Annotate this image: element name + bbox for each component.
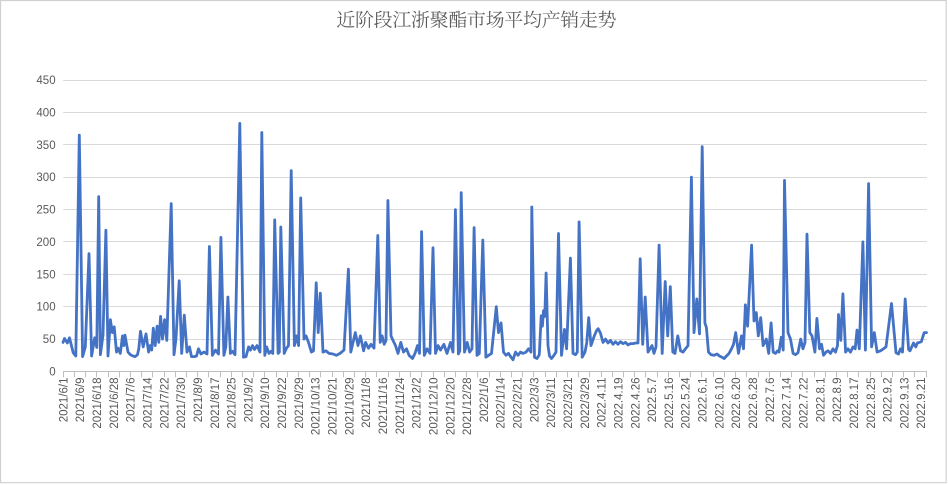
svg-text:2021/10/13: 2021/10/13 xyxy=(311,378,323,436)
svg-text:2022/2/21: 2022/2/21 xyxy=(513,378,525,429)
svg-text:2022/1/14: 2022/1/14 xyxy=(496,377,508,429)
svg-text:2021/11/8: 2021/11/8 xyxy=(361,378,373,428)
svg-text:2022.7.22: 2022.7.22 xyxy=(799,378,811,429)
svg-text:2021/6/28: 2021/6/28 xyxy=(109,378,121,429)
svg-text:2022.4.11: 2022.4.11 xyxy=(597,378,609,428)
svg-text:2022.7.6: 2022.7.6 xyxy=(765,378,777,423)
svg-text:2021/12/2: 2021/12/2 xyxy=(412,378,424,429)
svg-text:2022.9.21: 2022.9.21 xyxy=(916,378,928,429)
svg-text:2022.5.7: 2022.5.7 xyxy=(647,378,659,423)
svg-text:2021/11/16: 2021/11/16 xyxy=(378,378,390,435)
svg-text:2022.6.28: 2022.6.28 xyxy=(748,378,760,429)
svg-text:2021/9/22: 2021/9/22 xyxy=(277,378,289,429)
svg-text:2021/12/20: 2021/12/20 xyxy=(445,378,457,436)
svg-text:2022.7.14: 2022.7.14 xyxy=(782,377,794,429)
svg-text:2021/6/1: 2021/6/1 xyxy=(58,378,70,423)
svg-text:2022.8.1: 2022.8.1 xyxy=(815,378,827,423)
svg-text:2021/7/14: 2021/7/14 xyxy=(143,377,155,429)
svg-text:2022.6.20: 2022.6.20 xyxy=(731,378,743,429)
svg-text:2021/8/25: 2021/8/25 xyxy=(227,378,239,429)
svg-text:50: 50 xyxy=(43,334,56,346)
svg-text:2021/11/24: 2021/11/24 xyxy=(395,377,407,434)
svg-text:200: 200 xyxy=(36,237,55,249)
svg-text:2021/10/21: 2021/10/21 xyxy=(328,378,340,436)
svg-text:2022/3/3: 2022/3/3 xyxy=(529,378,541,423)
svg-text:100: 100 xyxy=(36,302,55,314)
svg-text:2021/9/10: 2021/9/10 xyxy=(260,378,272,429)
svg-text:2022.6.10: 2022.6.10 xyxy=(714,378,726,429)
svg-text:400: 400 xyxy=(36,107,55,119)
svg-text:2021/7/22: 2021/7/22 xyxy=(159,378,171,429)
svg-text:350: 350 xyxy=(36,140,55,152)
svg-text:2022.5.16: 2022.5.16 xyxy=(664,378,676,429)
svg-text:2022.4.26: 2022.4.26 xyxy=(630,378,642,429)
svg-text:150: 150 xyxy=(36,269,55,281)
svg-text:2022.9.2: 2022.9.2 xyxy=(883,378,895,423)
svg-text:2022.6.1: 2022.6.1 xyxy=(698,378,710,423)
svg-text:2021/6/18: 2021/6/18 xyxy=(92,378,104,429)
svg-text:2021/12/10: 2021/12/10 xyxy=(428,378,440,436)
svg-text:2021/12/28: 2021/12/28 xyxy=(462,378,474,436)
svg-text:2021/7/30: 2021/7/30 xyxy=(176,378,188,429)
svg-text:2021/6/9: 2021/6/9 xyxy=(75,378,87,423)
svg-text:2022.9.13: 2022.9.13 xyxy=(899,378,911,429)
svg-text:0: 0 xyxy=(49,367,55,379)
svg-text:2022.8.25: 2022.8.25 xyxy=(866,378,878,429)
svg-text:2021/8/17: 2021/8/17 xyxy=(210,378,222,429)
svg-text:2022.8.9: 2022.8.9 xyxy=(832,378,844,423)
svg-text:2021/9/29: 2021/9/29 xyxy=(294,378,306,429)
svg-text:2022.8.17: 2022.8.17 xyxy=(849,378,861,429)
svg-text:2022/3/29: 2022/3/29 xyxy=(580,378,592,429)
svg-text:450: 450 xyxy=(36,75,55,87)
svg-text:300: 300 xyxy=(36,172,55,184)
svg-text:2021/10/29: 2021/10/29 xyxy=(344,378,356,436)
svg-text:2021/7/6: 2021/7/6 xyxy=(126,378,138,423)
svg-text:2021/9/2: 2021/9/2 xyxy=(243,378,255,423)
svg-text:2022/3/21: 2022/3/21 xyxy=(563,378,575,429)
svg-text:2022.5.24: 2022.5.24 xyxy=(681,377,693,429)
svg-text:2022/1/6: 2022/1/6 xyxy=(479,378,491,423)
svg-text:2021/8/9: 2021/8/9 xyxy=(193,378,205,423)
svg-text:2022/3/11: 2022/3/11 xyxy=(546,378,558,428)
svg-text:250: 250 xyxy=(36,205,55,217)
svg-text:2022.4.19: 2022.4.19 xyxy=(614,378,626,429)
